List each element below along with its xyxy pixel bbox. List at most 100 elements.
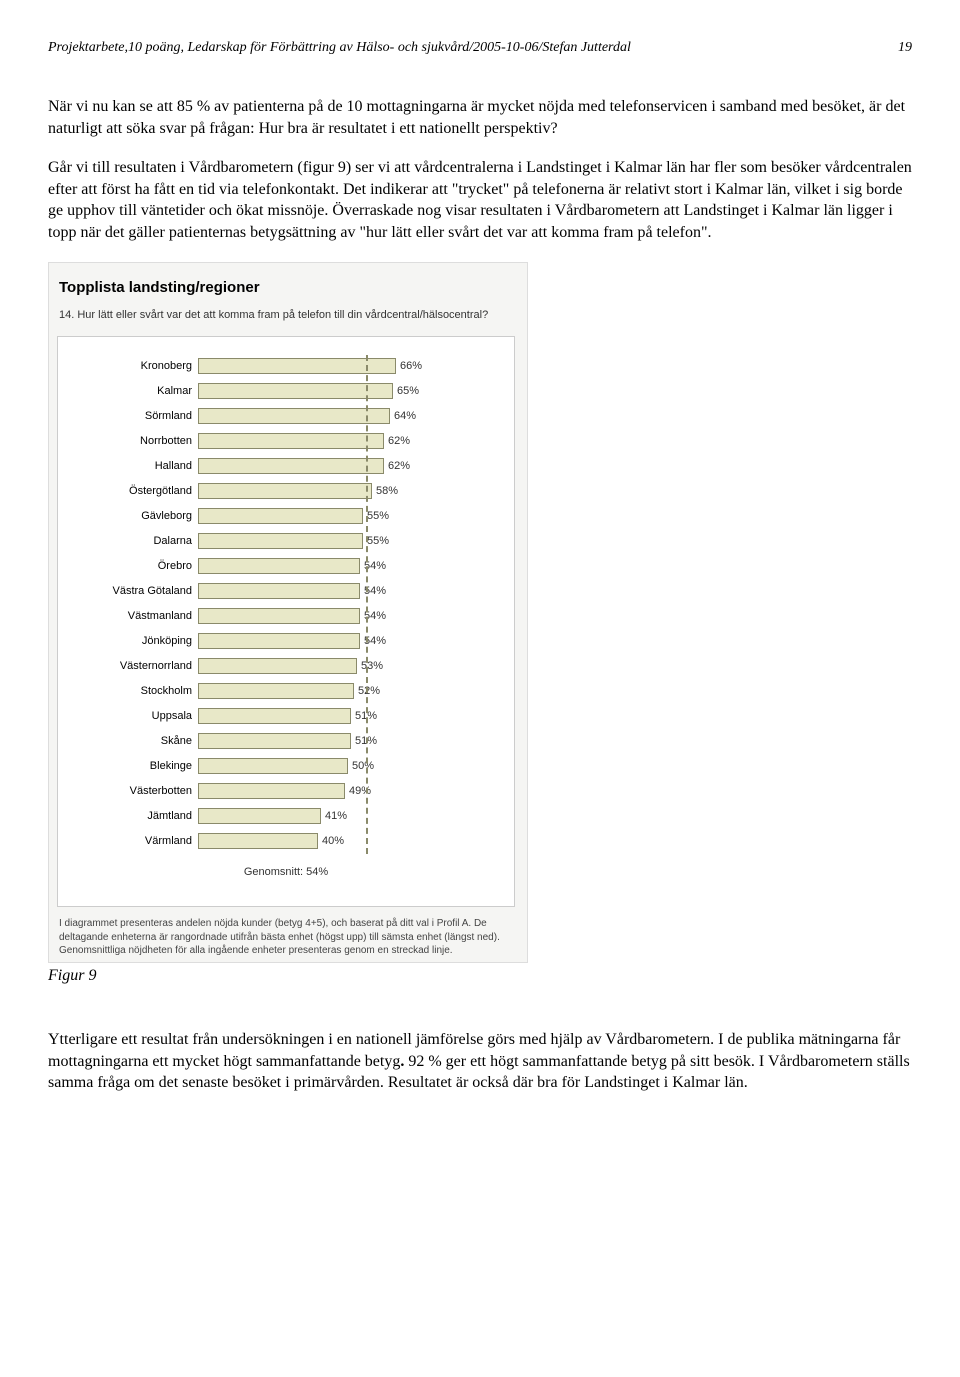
bar-fill [198,658,357,674]
bar-fill [198,483,372,499]
bar-value: 54% [360,608,386,624]
bar-track: 58% [198,483,504,499]
bar-row: Värmland 40% [68,830,504,852]
chart-title: Topplista landsting/regioner [59,279,515,296]
bar-label: Halland [68,460,198,472]
bar-track: 62% [198,433,504,449]
bar-track: 51% [198,733,504,749]
bar-label: Västmanland [68,610,198,622]
bar-track: 54% [198,633,504,649]
bar-track: 54% [198,558,504,574]
paragraph-3: Ytterligare ett resultat från undersökni… [48,1029,912,1094]
bar-value: 41% [321,808,347,824]
bar-row: Gävleborg55% [68,505,504,527]
bar-label: Kalmar [68,385,198,397]
bar-track: 54% [198,583,504,599]
bar-fill [198,808,321,824]
bar-value: 65% [393,383,419,399]
average-label: Genomsnitt: 54% [68,866,504,878]
bar-row: Uppsala 51% [68,705,504,727]
bar-fill [198,733,351,749]
chart-plot-area: Kronoberg 66% Kalmar 65% Sörmland 64% Norrbott… [57,336,515,907]
bar-track: 52% [198,683,504,699]
bar-fill [198,833,318,849]
bar-label: Blekinge [68,760,198,772]
bar-row: Jämtland 41% [68,805,504,827]
bar-label: Västerbotten [68,785,198,797]
bar-row: Halland 62% [68,455,504,477]
paragraph-1: När vi nu kan se att 85 % av patienterna… [48,96,912,139]
bar-fill [198,683,354,699]
bar-track: 66% [198,358,504,374]
bar-track: 41% [198,808,504,824]
bar-value: 53% [357,658,383,674]
bar-fill [198,508,363,524]
bar-row: Kalmar 65% [68,380,504,402]
bar-value: 64% [390,408,416,424]
bar-fill [198,433,384,449]
bar-track: 50% [198,758,504,774]
bar-track: 55% [198,508,504,524]
bar-fill [198,533,363,549]
bar-label: Västra Götaland [68,585,198,597]
bar-row: Norrbotten 62% [68,430,504,452]
bar-value: 50% [348,758,374,774]
bar-row: Kronoberg 66% [68,355,504,377]
bar-label: Jönköping [68,635,198,647]
bar-row: Skåne 51% [68,730,504,752]
bar-value: 66% [396,358,422,374]
bar-value: 51% [351,733,377,749]
bar-track: 53% [198,658,504,674]
bar-label: Jämtland [68,810,198,822]
bar-label: Stockholm [68,685,198,697]
bar-row: Sörmland 64% [68,405,504,427]
bar-fill [198,608,360,624]
bar-value: 62% [384,458,410,474]
bars-container: Kronoberg 66% Kalmar 65% Sörmland 64% Norrbott… [68,355,504,852]
bar-fill [198,758,348,774]
chart-panel: Topplista landsting/regioner 14. Hur lät… [48,262,528,963]
bar-label: Sörmland [68,410,198,422]
paragraph-2: Går vi till resultaten i Vårdbarometern … [48,157,912,243]
bar-value: 54% [360,558,386,574]
bar-fill [198,458,384,474]
bar-label: Uppsala [68,710,198,722]
bar-row: Västra Götaland54% [68,580,504,602]
bar-track: 64% [198,408,504,424]
bar-track: 62% [198,458,504,474]
bar-row: Blekinge 50% [68,755,504,777]
bar-label: Kronoberg [68,360,198,372]
chart-footnote: I diagrammet presenteras andelen nöjda k… [59,917,513,958]
bar-fill [198,783,345,799]
bar-track: 65% [198,383,504,399]
bar-label: Skåne [68,735,198,747]
bar-row: Västernorrland 53% [68,655,504,677]
bar-value: 58% [372,483,398,499]
bar-label: Värmland [68,835,198,847]
bar-row: Östergötland58% [68,480,504,502]
bar-label: Norrbotten [68,435,198,447]
page-header: Projektarbete,10 poäng, Ledarskap för Fö… [48,40,912,56]
bar-value: 62% [384,433,410,449]
bar-row: Jönköping54% [68,630,504,652]
bar-label: Västernorrland [68,660,198,672]
bar-track: 54% [198,608,504,624]
bar-track: 55% [198,533,504,549]
bar-fill [198,633,360,649]
bar-value: 40% [318,833,344,849]
bar-fill [198,408,390,424]
bar-label: Dalarna [68,535,198,547]
header-page-number: 19 [898,40,912,56]
bar-track: 49% [198,783,504,799]
bar-row: Västmanland 54% [68,605,504,627]
bar-fill [198,583,360,599]
bar-track: 40% [198,833,504,849]
bar-row: Västerbotten49% [68,780,504,802]
bar-fill [198,558,360,574]
chart-question: 14. Hur lätt eller svårt var det att kom… [59,308,515,323]
figure-caption: Figur 9 [48,967,912,985]
bar-fill [198,383,393,399]
average-line [366,355,368,854]
bar-value: 51% [351,708,377,724]
bar-row: Örebro54% [68,555,504,577]
